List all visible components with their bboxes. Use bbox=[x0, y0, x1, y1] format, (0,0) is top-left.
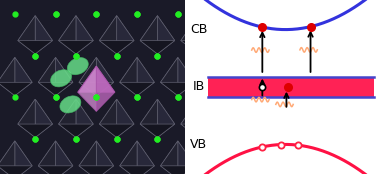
Polygon shape bbox=[0, 141, 15, 174]
Polygon shape bbox=[120, 57, 137, 96]
Text: CB: CB bbox=[190, 23, 208, 36]
Polygon shape bbox=[0, 166, 32, 174]
Polygon shape bbox=[38, 166, 73, 174]
Polygon shape bbox=[79, 141, 96, 174]
Polygon shape bbox=[178, 57, 195, 96]
Polygon shape bbox=[96, 57, 114, 96]
Polygon shape bbox=[120, 57, 154, 82]
Polygon shape bbox=[120, 82, 154, 96]
Polygon shape bbox=[181, 99, 215, 124]
Polygon shape bbox=[181, 124, 215, 137]
Polygon shape bbox=[38, 141, 73, 166]
Polygon shape bbox=[76, 16, 93, 54]
Polygon shape bbox=[59, 16, 76, 54]
Polygon shape bbox=[99, 99, 117, 137]
Bar bbox=[208, 77, 374, 97]
Polygon shape bbox=[120, 141, 154, 166]
Polygon shape bbox=[140, 16, 175, 41]
Polygon shape bbox=[18, 124, 53, 137]
Polygon shape bbox=[18, 41, 53, 54]
Polygon shape bbox=[198, 16, 215, 54]
Polygon shape bbox=[35, 16, 53, 54]
Polygon shape bbox=[117, 16, 134, 54]
Polygon shape bbox=[78, 66, 115, 92]
Polygon shape bbox=[59, 41, 93, 54]
Polygon shape bbox=[96, 141, 114, 174]
Polygon shape bbox=[18, 16, 53, 41]
Polygon shape bbox=[117, 99, 134, 137]
Polygon shape bbox=[18, 16, 35, 54]
Polygon shape bbox=[120, 166, 154, 174]
Polygon shape bbox=[56, 57, 73, 96]
Polygon shape bbox=[99, 16, 117, 54]
Polygon shape bbox=[15, 57, 32, 96]
Polygon shape bbox=[161, 82, 195, 96]
Polygon shape bbox=[79, 57, 114, 82]
Polygon shape bbox=[181, 41, 215, 54]
Polygon shape bbox=[56, 141, 73, 174]
Polygon shape bbox=[181, 16, 215, 41]
Polygon shape bbox=[140, 41, 175, 54]
Polygon shape bbox=[38, 57, 73, 82]
Polygon shape bbox=[59, 124, 93, 137]
Polygon shape bbox=[0, 141, 32, 166]
Polygon shape bbox=[140, 99, 175, 124]
Polygon shape bbox=[18, 99, 35, 137]
Polygon shape bbox=[38, 82, 73, 96]
Polygon shape bbox=[0, 57, 15, 96]
Polygon shape bbox=[0, 82, 32, 96]
Polygon shape bbox=[140, 124, 175, 137]
Polygon shape bbox=[161, 57, 195, 82]
Polygon shape bbox=[99, 99, 134, 124]
Polygon shape bbox=[140, 99, 157, 137]
Polygon shape bbox=[79, 166, 114, 174]
Ellipse shape bbox=[67, 58, 88, 75]
Polygon shape bbox=[137, 141, 154, 174]
Polygon shape bbox=[38, 57, 56, 96]
Polygon shape bbox=[140, 16, 157, 54]
Polygon shape bbox=[161, 141, 195, 166]
Polygon shape bbox=[120, 141, 137, 174]
Polygon shape bbox=[79, 141, 114, 166]
Polygon shape bbox=[99, 16, 134, 41]
Polygon shape bbox=[181, 16, 198, 54]
Polygon shape bbox=[157, 99, 175, 137]
Polygon shape bbox=[99, 41, 134, 54]
Polygon shape bbox=[18, 99, 53, 124]
Polygon shape bbox=[59, 99, 76, 137]
Polygon shape bbox=[157, 16, 175, 54]
Polygon shape bbox=[78, 66, 96, 111]
Polygon shape bbox=[161, 57, 178, 96]
Ellipse shape bbox=[60, 96, 81, 113]
Polygon shape bbox=[76, 99, 93, 137]
Polygon shape bbox=[15, 141, 32, 174]
Polygon shape bbox=[137, 57, 154, 96]
Polygon shape bbox=[79, 82, 114, 96]
Polygon shape bbox=[161, 141, 178, 174]
Polygon shape bbox=[178, 141, 195, 174]
Polygon shape bbox=[0, 57, 32, 82]
Polygon shape bbox=[35, 99, 53, 137]
Polygon shape bbox=[96, 66, 115, 111]
Polygon shape bbox=[181, 99, 198, 137]
Polygon shape bbox=[99, 124, 134, 137]
Polygon shape bbox=[59, 16, 93, 41]
Text: VB: VB bbox=[190, 138, 207, 151]
Text: IB: IB bbox=[192, 81, 205, 93]
Ellipse shape bbox=[51, 70, 71, 87]
Polygon shape bbox=[79, 57, 96, 96]
Polygon shape bbox=[198, 99, 215, 137]
Polygon shape bbox=[38, 141, 56, 174]
Polygon shape bbox=[161, 166, 195, 174]
Polygon shape bbox=[59, 99, 93, 124]
